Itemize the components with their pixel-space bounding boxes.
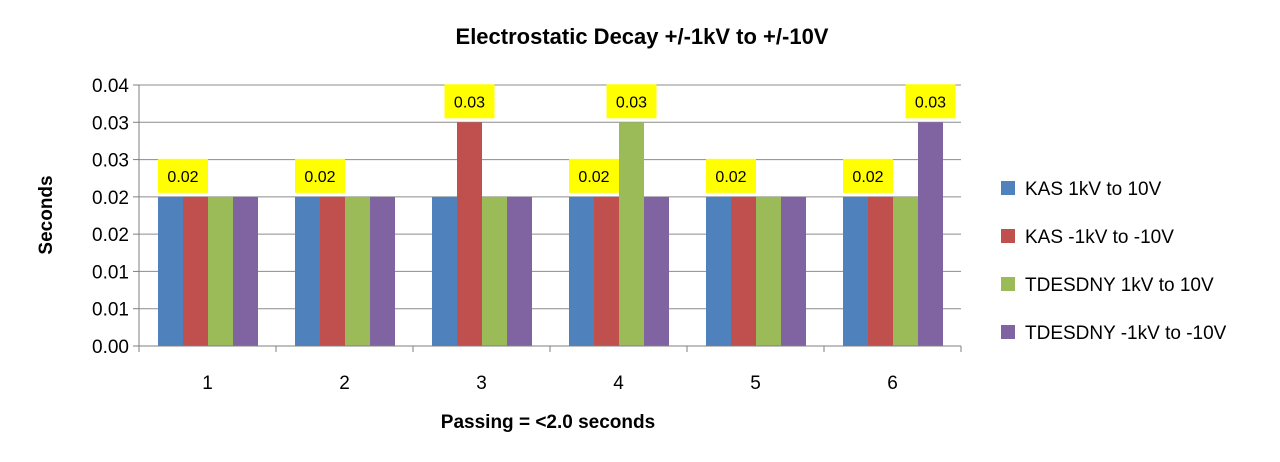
data-label-box (295, 158, 345, 193)
data-label: 0.03 (616, 94, 647, 111)
x-tick-label: 5 (750, 373, 761, 394)
bar (345, 196, 370, 346)
data-label-box (905, 84, 956, 119)
data-label: 0.02 (852, 169, 883, 186)
data-label-box (843, 158, 893, 193)
y-tick-label: 0.01 (92, 262, 129, 283)
bar (731, 196, 756, 346)
y-tick-label: 0.02 (92, 225, 129, 246)
data-label: 0.02 (167, 169, 198, 186)
y-tick-label: 0.03 (92, 113, 129, 134)
x-tick-label: 3 (476, 373, 487, 394)
legend-swatch (1001, 325, 1015, 339)
legend: KAS 1kV to 10V KAS -1kV to -10V TDESDNY 1k… (1001, 179, 1227, 344)
bar (644, 196, 669, 346)
legend-label: TDESDNY -1kV to -10V (1025, 323, 1227, 344)
bar (370, 196, 395, 346)
bar (457, 122, 482, 347)
x-tick-label: 4 (613, 373, 624, 394)
data-label: 0.03 (454, 94, 485, 111)
bar (756, 196, 781, 346)
legend-swatch (1001, 181, 1015, 195)
chart-title: Electrostatic Decay +/-1kV to +/-10V (456, 24, 829, 49)
bar (569, 196, 594, 346)
data-label: 0.02 (715, 169, 746, 186)
bars (158, 122, 943, 347)
axes (138, 85, 961, 347)
y-axis-ticks: 0.00 0.01 0.01 0.02 0.02 0.03 0.03 0.04 (92, 76, 139, 358)
bar (482, 196, 507, 346)
legend-label: KAS -1kV to -10V (1025, 227, 1174, 248)
data-label-box (606, 84, 657, 119)
bar (183, 196, 208, 346)
bar (208, 196, 233, 346)
bar (432, 196, 457, 346)
legend-swatch (1001, 229, 1015, 243)
data-label-box (569, 158, 619, 193)
bar (893, 196, 918, 346)
legend-label: TDESDNY 1kV to 10V (1025, 275, 1214, 296)
y-tick-label: 0.02 (92, 188, 129, 209)
y-tick-label: 0.03 (92, 151, 129, 172)
bar (507, 196, 532, 346)
data-label-box (444, 84, 495, 119)
bar (233, 196, 258, 346)
x-tick-label: 2 (339, 373, 350, 394)
data-label: 0.03 (915, 94, 946, 111)
data-label: 0.02 (304, 169, 335, 186)
x-tick-label: 6 (887, 373, 898, 394)
bar (918, 122, 943, 347)
data-label-box (158, 158, 208, 193)
gridlines (139, 84, 961, 310)
x-axis-label: Passing = <2.0 seconds (441, 412, 655, 433)
bar (295, 196, 320, 346)
data-labels: 0.02 0.02 0.03 0.02 0.03 0.02 0.02 0.03 (158, 84, 956, 193)
bar (619, 122, 644, 347)
bar (706, 196, 731, 346)
bar (781, 196, 806, 346)
data-label: 0.02 (578, 169, 609, 186)
legend-label: KAS 1kV to 10V (1025, 179, 1162, 200)
bar (843, 196, 868, 346)
x-tick-label: 1 (202, 373, 213, 394)
y-tick-label: 0.04 (92, 76, 129, 97)
legend-swatch (1001, 277, 1015, 291)
bar (868, 196, 893, 346)
y-tick-label: 0.00 (92, 337, 129, 358)
x-axis-ticks: 1 2 3 4 5 6 (138, 346, 962, 394)
bar (594, 196, 619, 346)
y-tick-label: 0.01 (92, 300, 129, 321)
y-axis-label: Seconds (36, 175, 57, 254)
bar (320, 196, 345, 346)
data-label-box (706, 158, 756, 193)
bar (158, 196, 183, 346)
